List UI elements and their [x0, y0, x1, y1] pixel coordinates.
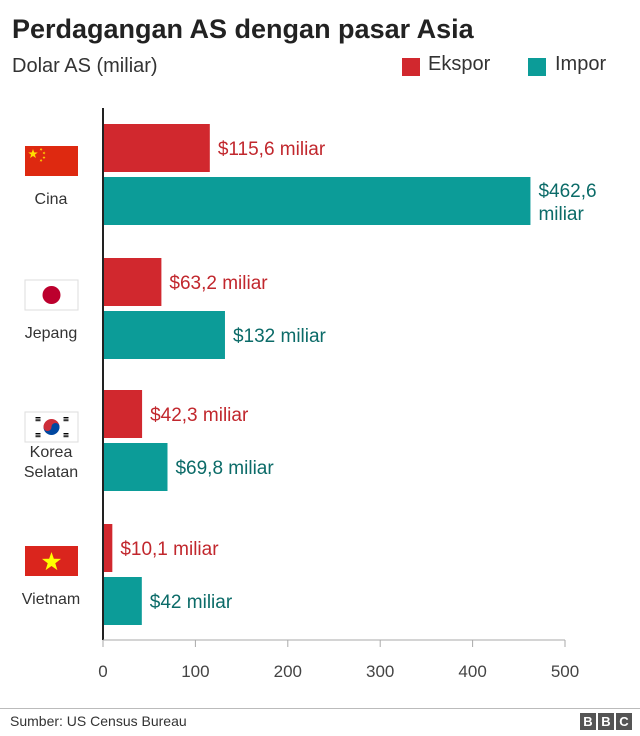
chart-title: Perdagangan AS dengan pasar Asia [12, 14, 474, 44]
import-value-label: $42 miliar [150, 592, 233, 613]
bbc-logo-letter: B [598, 713, 614, 730]
export-value-label: $10,1 miliar [120, 539, 219, 560]
import-value-label: $69,8 miliar [175, 458, 274, 479]
export-bar [103, 258, 162, 306]
china-flag-icon [25, 146, 78, 176]
x-tick-label: 200 [274, 662, 302, 681]
bar-chart: Cina Jepang Korea Selatan Vietnam $115,6 mil… [22, 108, 597, 681]
vietnam-flag-icon [25, 546, 78, 576]
import-value-label: $132 miliar [233, 326, 327, 347]
export-bar [103, 124, 210, 172]
x-tick-label: 300 [366, 662, 394, 681]
import-bar [103, 311, 225, 359]
export-value-label: $115,6 miliar [218, 139, 326, 160]
legend-swatch-impor [528, 58, 546, 76]
chart-subtitle: Dolar AS (miliar) [12, 55, 158, 77]
bbc-logo: B B C [580, 713, 632, 730]
bbc-logo-letter: C [616, 713, 632, 730]
import-bar [103, 177, 531, 225]
import-bar [103, 577, 142, 625]
x-axis: 0 100 200 300 400 500 [98, 108, 579, 681]
category-label: Korea Selatan [24, 444, 78, 481]
value-labels-layer: $115,6 miliar $462,6 miliar $63,2 miliar $13… [120, 139, 596, 613]
legend-swatch-ekspor [402, 58, 420, 76]
export-value-label: $42,3 miliar [150, 405, 249, 426]
footer-divider [0, 708, 640, 709]
source-note: Sumber: US Census Bureau [10, 713, 187, 729]
legend-label-ekspor: Ekspor [428, 53, 491, 75]
category-label: Vietnam [22, 591, 80, 608]
flags-layer [24, 146, 79, 576]
bbc-logo-letter: B [580, 713, 596, 730]
import-value-label: $462,6 miliar [538, 181, 596, 225]
legend-label-impor: Impor [555, 53, 607, 75]
category-label: Cina [35, 191, 68, 208]
export-value-label: $63,2 miliar [169, 273, 268, 294]
bars-layer [103, 124, 531, 625]
x-tick-label: 400 [458, 662, 486, 681]
export-bar [103, 390, 143, 438]
category-label: Jepang [25, 325, 78, 342]
x-tick-label: 500 [551, 662, 579, 681]
south-korea-flag-icon [24, 411, 79, 443]
x-tick-label: 100 [181, 662, 209, 681]
japan-flag-icon [24, 279, 79, 311]
legend: Ekspor Impor [0, 53, 640, 83]
category-labels-layer: Cina Jepang Korea Selatan Vietnam [22, 191, 80, 608]
import-bar [103, 443, 168, 491]
export-bar [103, 524, 113, 572]
x-tick-label: 0 [98, 662, 107, 681]
